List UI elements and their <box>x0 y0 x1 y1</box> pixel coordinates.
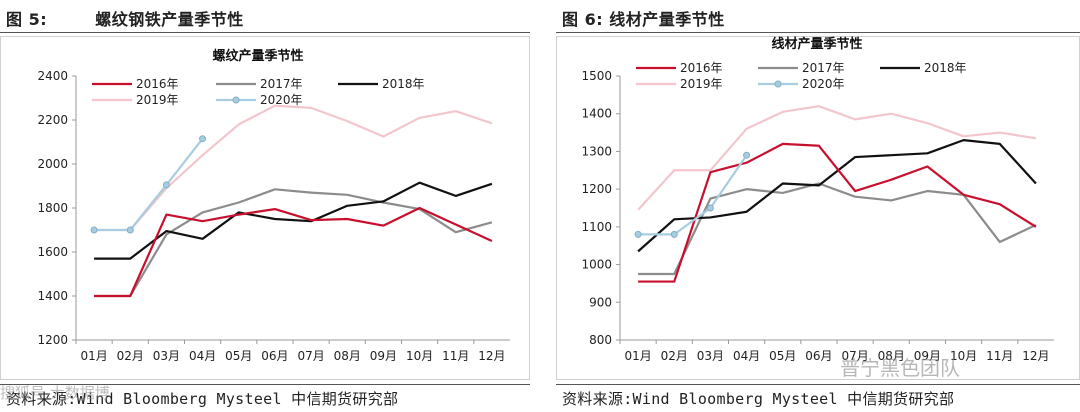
data-point-2020年 <box>670 230 678 238</box>
y-tick-label: 2000 <box>37 157 68 171</box>
series-line-2016年 <box>638 142 1037 283</box>
data-point-2020年 <box>743 151 751 159</box>
rebar-output-chart: 螺纹产量季节性 1200 1400 1600 1800 2000 2200 2400 01月 02… <box>37 48 510 363</box>
series-line-2018年 <box>637 139 1037 253</box>
x-tick-label: 03月 <box>697 349 724 363</box>
x-tick-label: 05月 <box>225 349 252 363</box>
figure-label: 图 5: <box>6 10 48 29</box>
legend-label: 2020年 <box>802 77 845 91</box>
legend-label: 2016年 <box>136 77 179 91</box>
x-tick-label: 08月 <box>878 349 905 363</box>
x-tick-label: 05月 <box>769 349 796 363</box>
x-tick-label: 04月 <box>189 349 216 363</box>
x-tick-label: 01月 <box>80 349 107 363</box>
data-point-2020年 <box>162 181 170 189</box>
y-tick-label: 900 <box>589 295 612 309</box>
chart-title: 螺纹产量季节性 <box>212 48 303 64</box>
figure-caption: 线材产量季节性 <box>609 10 725 29</box>
chart-title: 线材产量季节性 <box>771 36 862 52</box>
top-rule <box>556 32 1080 33</box>
x-tick-label: 04月 <box>733 349 760 363</box>
y-tick-label: 1100 <box>581 220 612 234</box>
y-tick-label: 1000 <box>581 258 612 272</box>
legend-label: 2016年 <box>680 61 723 75</box>
y-tick-label: 1600 <box>37 245 68 259</box>
x-tick-label: 07月 <box>841 349 868 363</box>
figure-title: 图 5: 螺纹钢铁产量季节性 <box>6 6 244 30</box>
y-tick-label: 1500 <box>581 69 612 83</box>
legend-label: 2020年 <box>260 93 303 107</box>
x-tick-label: 07月 <box>297 349 324 363</box>
watermark-right: 普宁黑色团队 <box>840 356 960 380</box>
x-tick-label: 03月 <box>153 349 180 363</box>
y-tick-label: 1200 <box>37 333 68 347</box>
watermark-left: 搜狐号 大数据博 <box>0 384 110 402</box>
x-tick-label: 01月 <box>624 349 651 363</box>
x-tick-label: 02月 <box>117 349 144 363</box>
data-point-2020年 <box>634 230 642 238</box>
legend-label: 2018年 <box>382 77 425 91</box>
figure-title: 图 6: 线材产量季节性 <box>562 6 725 30</box>
y-tick-label: 1400 <box>581 107 612 121</box>
data-point-2020年 <box>126 226 134 234</box>
series-line-2017年 <box>94 188 493 298</box>
x-tick-label: 10月 <box>950 349 977 363</box>
x-tick-label: 10月 <box>406 349 433 363</box>
series-line-2018年 <box>94 181 493 260</box>
legend-label: 2019年 <box>136 93 179 107</box>
x-tick-label: 09月 <box>370 349 397 363</box>
figure-5-panel: 图 5: 螺纹钢铁产量季节性 螺纹产量季节性 1200 1400 1600 1800 20… <box>0 0 530 412</box>
legend-marker <box>774 80 782 88</box>
y-tick-label: 1800 <box>37 201 68 215</box>
figure-6-panel: 图 6: 线材产量季节性 线材产量季节性 800 900 1000 1100 1200 13… <box>556 0 1080 412</box>
figure-label: 图 6: <box>562 10 604 29</box>
x-tick-label: 09月 <box>914 349 941 363</box>
series-line-2020年 <box>638 154 748 236</box>
legend-label: 2018年 <box>924 61 967 75</box>
series-line-2019年 <box>637 105 1037 211</box>
data-point-2020年 <box>90 226 98 234</box>
y-tick-label: 2400 <box>37 69 68 83</box>
y-tick-label: 800 <box>589 333 612 347</box>
legend-marker <box>232 96 240 104</box>
y-tick-label: 1300 <box>581 144 612 158</box>
x-tick-label: 12月 <box>478 349 505 363</box>
legend-label: 2017年 <box>260 77 303 91</box>
x-tick-label: 06月 <box>261 349 288 363</box>
data-point-2020年 <box>706 204 714 212</box>
legend-label: 2019年 <box>680 77 723 91</box>
series-line-2020年 <box>94 138 204 232</box>
x-tick-label: 08月 <box>334 349 361 363</box>
x-tick-label: 11月 <box>442 349 469 363</box>
figure-caption: 螺纹钢铁产量季节性 <box>95 10 244 29</box>
y-tick-label: 1400 <box>37 289 68 303</box>
x-tick-label: 11月 <box>986 349 1013 363</box>
series-line-2019年 <box>94 104 493 232</box>
bottom-rule <box>556 384 1080 385</box>
bottom-rule <box>0 384 530 385</box>
source-note: 资料来源:Wind Bloomberg Mysteel 中信期货研究部 <box>6 390 399 408</box>
x-tick-label: 02月 <box>661 349 688 363</box>
x-tick-label: 12月 <box>1022 349 1049 363</box>
chart-frame <box>0 36 530 380</box>
top-rule <box>0 32 530 33</box>
wire-rod-output-chart: 线材产量季节性 800 900 1000 1100 1200 1300 1400 1500 01月… <box>581 36 1054 363</box>
series-line-2016年 <box>94 206 493 298</box>
y-tick-label: 2200 <box>37 113 68 127</box>
y-tick-label: 1200 <box>581 182 612 196</box>
source-note: 资料来源:Wind Bloomberg Mysteel 中信期货研究部 <box>562 390 955 408</box>
x-tick-label: 06月 <box>805 349 832 363</box>
legend-label: 2017年 <box>802 61 845 75</box>
data-point-2020年 <box>199 135 207 143</box>
